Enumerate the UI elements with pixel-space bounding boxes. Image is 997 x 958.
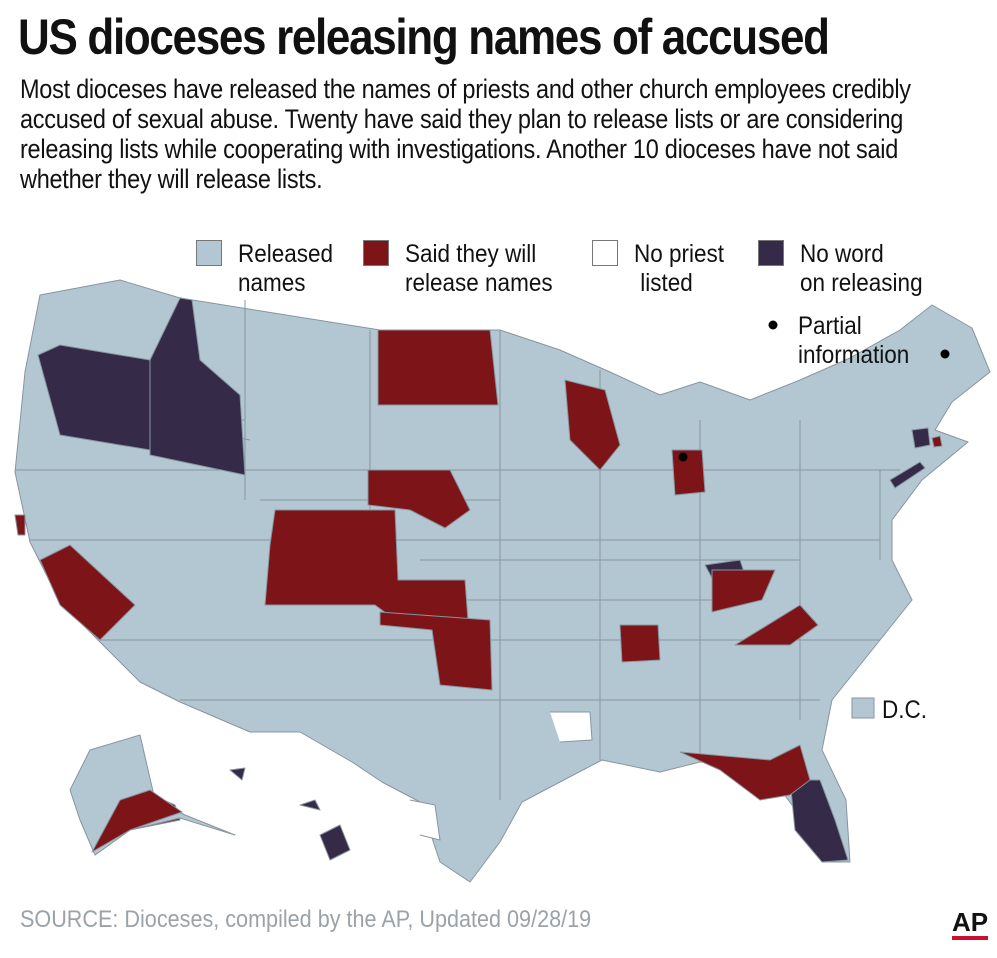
alaska-will-release [91, 789, 183, 853]
dc-swatch [851, 697, 875, 719]
legend-line: names [238, 269, 306, 297]
subtitle: Most dioceses have released the names of… [20, 74, 911, 194]
partial-line: Partial [798, 312, 862, 340]
legend-line: Released [238, 240, 334, 268]
legend-label: Said they will release names [405, 240, 553, 298]
legend-line: Said they will [405, 240, 537, 268]
no-word-regions [37, 297, 931, 863]
partial-line: information [798, 341, 910, 369]
legend-swatch [592, 240, 618, 266]
legend-partial-dot [768, 320, 778, 330]
legend-swatch [363, 240, 389, 266]
legend-line: on releasing [800, 269, 923, 297]
title: US dioceses releasing names of accused [18, 9, 830, 65]
legend-line: release names [405, 269, 553, 297]
no-priest-region [409, 799, 441, 841]
legend-line: No priest [634, 240, 725, 268]
legend-swatch [196, 240, 222, 266]
us-mainland [14, 279, 991, 883]
legend-label: No word on releasing [800, 240, 923, 298]
legend-label: No priest listed [634, 240, 724, 298]
dc-label: D.C. [882, 696, 927, 724]
logo: AP [952, 908, 989, 940]
legend-line: No word [800, 240, 884, 268]
source: SOURCE: Dioceses, compiled by the AP, Up… [20, 906, 592, 933]
partial-dot [678, 452, 688, 462]
legend-label: Released names [238, 240, 333, 298]
legend-swatch [758, 240, 784, 266]
partial-label: Partial information [798, 312, 909, 370]
legend-line: listed [634, 269, 693, 297]
no-priest-region [550, 711, 593, 743]
partial-dot [940, 349, 950, 359]
